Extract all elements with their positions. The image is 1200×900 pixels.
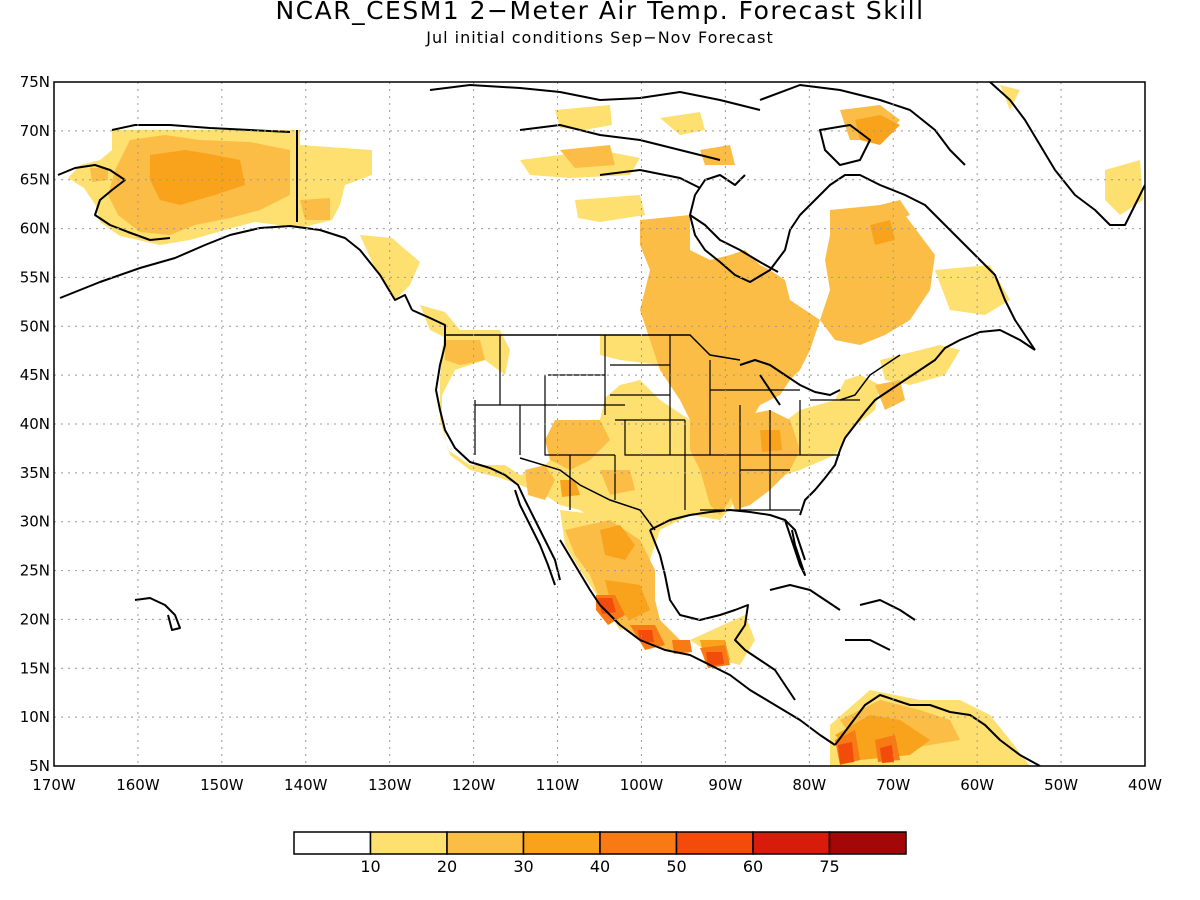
lon-tick-label: 130W [368, 776, 412, 794]
lon-tick-label: 110W [536, 776, 580, 794]
lat-tick-label: 75N [20, 73, 50, 91]
colorbar-label: 75 [819, 857, 839, 876]
colorbar-swatch [752, 831, 831, 855]
colorbar-label: 60 [743, 857, 763, 876]
lon-tick-label: 150W [200, 776, 244, 794]
colorbar-swatch [522, 831, 601, 855]
colorbar-swatch [293, 831, 372, 855]
lat-tick-label: 35N [20, 464, 50, 482]
country-borders [445, 334, 901, 531]
colorbar-swatch [369, 831, 448, 855]
colorbar-label: 40 [590, 857, 610, 876]
lon-tick-label: 100W [620, 776, 664, 794]
longitude-labels: 170W 160W 150W 140W 130W 120W 110W 100W 90W 80W 70… [32, 776, 1162, 794]
lat-tick-label: 5N [29, 757, 50, 775]
lat-tick-label: 60N [20, 220, 50, 238]
latitude-labels: 5N 10N 15N 20N 25N 30N 35N 40N 45N 50N 55N 60N 65N 70… [20, 73, 50, 775]
lat-tick-label: 50N [20, 317, 50, 335]
lon-tick-label: 90W [708, 776, 742, 794]
lat-tick-label: 40N [20, 415, 50, 433]
lat-tick-label: 55N [20, 268, 50, 286]
plot-frame [53, 81, 1146, 767]
lon-tick-label: 70W [876, 776, 910, 794]
lat-tick-label: 30N [20, 513, 50, 531]
lon-tick-label: 40W [1128, 776, 1162, 794]
lat-tick-label: 20N [20, 610, 50, 628]
plot-area [57, 82, 1145, 766]
map-title: NCAR_CESM1 2−Meter Air Temp. Forecast Sk… [275, 0, 925, 25]
coastlines [57, 82, 1145, 766]
map-subtitle: Jul initial conditions Sep−Nov Forecast [426, 28, 774, 47]
lon-tick-label: 170W [32, 776, 76, 794]
lon-tick-label: 80W [792, 776, 826, 794]
colorbar-label: 30 [513, 857, 533, 876]
lat-tick-label: 15N [20, 659, 50, 677]
colorbar: 10 20 30 40 50 60 75 [293, 831, 907, 876]
colorbar-label: 20 [437, 857, 457, 876]
lat-tick-label: 70N [20, 122, 50, 140]
colorbar-swatch [828, 831, 907, 855]
colorbar-label: 50 [666, 857, 686, 876]
lon-tick-label: 140W [284, 776, 328, 794]
lon-tick-label: 60W [960, 776, 994, 794]
lat-tick-label: 45N [20, 366, 50, 384]
lat-tick-label: 10N [20, 708, 50, 726]
colorbar-label: 10 [360, 857, 380, 876]
lat-tick-label: 25N [20, 562, 50, 580]
lat-tick-label: 65N [20, 171, 50, 189]
colorbar-swatch [446, 831, 525, 855]
colorbar-swatch [675, 831, 754, 855]
lon-tick-label: 160W [116, 776, 160, 794]
colorbar-swatch [599, 831, 678, 855]
lon-tick-label: 50W [1044, 776, 1078, 794]
skill-shading-50-60 [598, 598, 894, 764]
gridlines [54, 82, 1145, 766]
lon-tick-label: 120W [452, 776, 496, 794]
